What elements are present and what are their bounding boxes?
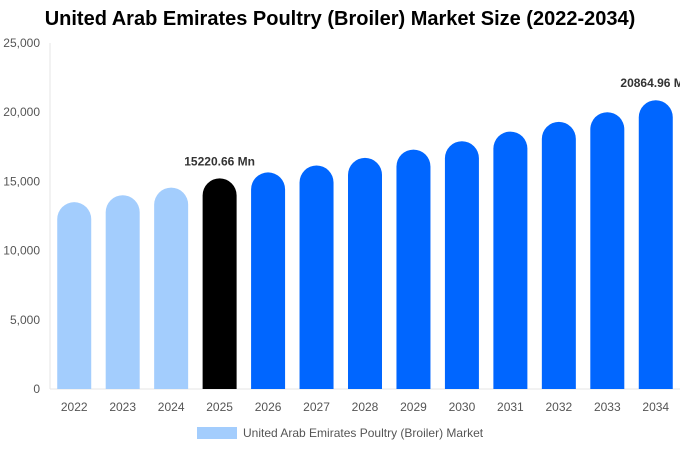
y-tick-label: 15,000 (3, 174, 40, 188)
x-tick-label: 2025 (206, 400, 233, 414)
bar (541, 121, 576, 390)
bar (154, 187, 189, 389)
legend-swatch (197, 427, 237, 439)
bar (251, 172, 286, 389)
bar (638, 100, 673, 390)
x-tick-label: 2026 (255, 400, 282, 414)
bar (299, 165, 334, 389)
bar (444, 141, 479, 389)
data-label: 20864.96 Mn (620, 76, 680, 90)
x-tick-label: 2029 (400, 400, 427, 414)
data-label: 15220.66 Mn (184, 154, 255, 168)
x-tick-label: 2023 (109, 400, 136, 414)
bar (396, 149, 431, 389)
bar (590, 112, 625, 389)
y-tick-label: 0 (33, 382, 40, 396)
y-tick-label: 5,000 (10, 313, 40, 327)
bar (202, 178, 237, 389)
bar (348, 157, 382, 389)
bar (105, 195, 140, 389)
x-tick-label: 2034 (642, 400, 669, 414)
x-tick-label: 2022 (61, 400, 88, 414)
y-tick-label: 10,000 (3, 244, 40, 258)
chart-title: United Arab Emirates Poultry (Broiler) M… (44, 8, 636, 30)
x-tick-label: 2024 (158, 400, 185, 414)
y-tick-label: 20,000 (3, 105, 40, 119)
x-tick-label: 2033 (594, 400, 621, 414)
x-tick-label: 2030 (449, 400, 476, 414)
x-tick-label: 2027 (303, 400, 330, 414)
x-tick-label: 2028 (352, 400, 379, 414)
legend-label: United Arab Emirates Poultry (Broiler) M… (243, 426, 484, 440)
y-tick-label: 25,000 (3, 36, 40, 50)
x-tick-label: 2032 (545, 400, 572, 414)
x-tick-label: 2031 (497, 400, 524, 414)
bar (493, 131, 528, 390)
bar (57, 202, 92, 389)
